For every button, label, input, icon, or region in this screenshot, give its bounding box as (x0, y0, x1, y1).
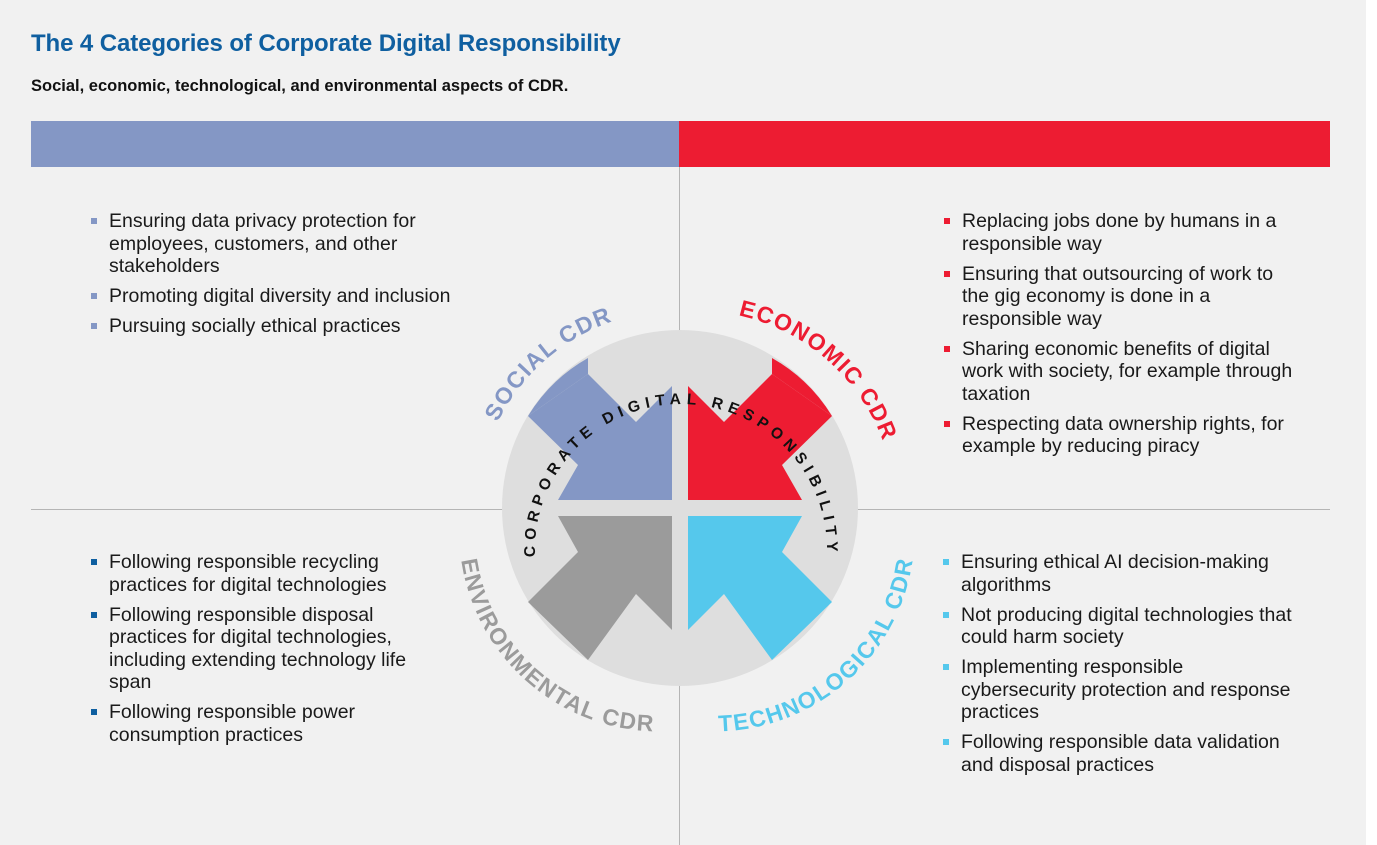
list-item-text: Following responsible data validation an… (961, 731, 1280, 776)
bullet-square-icon (91, 611, 97, 618)
list-item: Following responsible disposal practices… (91, 604, 451, 694)
social-color-band (31, 121, 679, 167)
environmental-arrow (528, 516, 672, 660)
list-item-text: Ensuring data privacy protection for emp… (109, 210, 416, 277)
list-item: Following responsible recycling practice… (91, 551, 451, 596)
list-item-text: Following responsible disposal practices… (109, 603, 407, 694)
economic-arrow (688, 374, 832, 500)
bullet-square-icon (91, 323, 97, 329)
bullet-square-icon (944, 420, 950, 427)
list-item-text: Following responsible recycling practice… (109, 551, 387, 596)
list-item: Sharing economic benefits of digital wor… (944, 338, 1304, 406)
bullet-square-icon (943, 739, 949, 745)
economic-arrow-edge (772, 358, 832, 416)
list-item: Ensuring data privacy protection for emp… (91, 210, 451, 278)
bullet-square-icon (943, 664, 949, 670)
list-item: Ensuring ethical AI decision-making algo… (943, 551, 1303, 596)
bullet-square-icon (944, 270, 950, 277)
list-item-text: Sharing economic benefits of digital wor… (962, 337, 1293, 405)
bullet-square-icon (91, 293, 97, 299)
list-item: Ensuring that outsourcing of work to the… (944, 263, 1304, 331)
bullet-square-icon (943, 559, 949, 565)
bullet-square-icon (943, 611, 949, 618)
list-item: Respecting data ownership rights, for ex… (944, 413, 1304, 458)
list-item-text: Respecting data ownership rights, for ex… (962, 412, 1284, 458)
list-item: Replacing jobs done by humans in a respo… (944, 210, 1304, 255)
list-item-text: Promoting digital diversity and inclusio… (109, 285, 451, 307)
bullet-square-icon (944, 345, 950, 352)
list-item-text: Pursuing socially ethical practices (109, 315, 401, 337)
list-item-text: Not producing digital technologies that … (961, 603, 1292, 649)
technological-arrow (688, 516, 832, 660)
list-item-text: Replacing jobs done by humans in a respo… (962, 210, 1277, 255)
economic-cdr-list: Replacing jobs done by humans in a respo… (944, 210, 1304, 465)
list-item-text: Implementing responsible cybersecurity p… (961, 656, 1291, 723)
social-arrow-edge (528, 358, 588, 416)
technological-cdr-list: Ensuring ethical AI decision-making algo… (943, 551, 1303, 784)
list-item-text: Following responsible power consumption … (109, 701, 356, 746)
list-item: Following responsible data validation an… (943, 731, 1303, 776)
bullet-square-icon (944, 218, 950, 224)
list-item: Not producing digital technologies that … (943, 604, 1303, 649)
list-item-text: Ensuring that outsourcing of work to the… (962, 262, 1274, 330)
list-item: Following responsible power consumption … (91, 701, 451, 746)
page-subtitle: Social, economic, technological, and env… (31, 77, 569, 95)
list-item: Implementing responsible cybersecurity p… (943, 656, 1303, 724)
page-title: The 4 Categories of Corporate Digital Re… (31, 30, 621, 57)
economic-color-band (679, 121, 1330, 167)
list-item: Pursuing socially ethical practices (91, 315, 451, 338)
social-cdr-list: Ensuring data privacy protection for emp… (91, 210, 451, 345)
list-item: Promoting digital diversity and inclusio… (91, 285, 451, 308)
environmental-cdr-list: Following responsible recycling practice… (91, 551, 451, 754)
list-item-text: Ensuring ethical AI decision-making algo… (961, 551, 1269, 596)
bullet-square-icon (91, 709, 97, 715)
social-arrow (528, 374, 672, 500)
bullet-square-icon (91, 218, 97, 224)
bullet-square-icon (91, 559, 97, 565)
